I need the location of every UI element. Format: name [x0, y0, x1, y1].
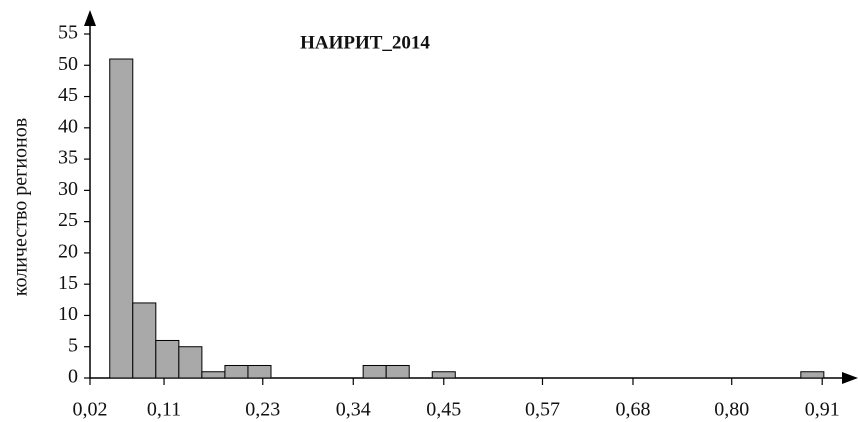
bar: [247, 364, 272, 379]
y-tick-label: 25: [58, 209, 78, 231]
x-tick-label: 0,11: [147, 399, 181, 421]
x-axis-arrow: [842, 372, 858, 384]
x-tick-label: 0,80: [714, 399, 749, 421]
x-tick-label: 0,23: [245, 399, 280, 421]
bar: [362, 364, 387, 379]
y-tick-label: 40: [58, 115, 78, 137]
x-tick-label: 0,02: [73, 399, 108, 421]
y-tick-label: 5: [68, 334, 78, 356]
bar: [178, 346, 203, 379]
bar: [155, 339, 180, 379]
bar: [109, 58, 134, 379]
x-tick-label: 0,91: [805, 399, 840, 421]
y-tick-label: 0: [68, 366, 78, 388]
y-tick-label: 35: [58, 147, 78, 169]
y-tick-label: 15: [58, 272, 78, 294]
y-tick-label: 10: [58, 303, 78, 325]
y-tick-label: 45: [58, 84, 78, 106]
bar: [431, 371, 456, 379]
bar: [224, 364, 249, 379]
x-tick-label: 0,34: [336, 399, 371, 421]
y-tick-label: 50: [58, 53, 78, 75]
x-tick-label: 0,57: [525, 399, 560, 421]
y-tick-label: 30: [58, 178, 78, 200]
bar: [800, 371, 825, 379]
bar: [132, 302, 157, 379]
y-axis-arrow: [84, 10, 96, 26]
x-tick-label: 0,68: [615, 399, 650, 421]
bar: [201, 371, 226, 379]
chart-title: НАИРИТ_2014: [300, 32, 430, 53]
x-tick-label: 0,45: [426, 399, 461, 421]
y-tick-label: 20: [58, 241, 78, 263]
y-tick-label: 55: [58, 22, 78, 44]
bar: [385, 364, 410, 379]
y-axis-label: количество регионов: [10, 118, 32, 296]
